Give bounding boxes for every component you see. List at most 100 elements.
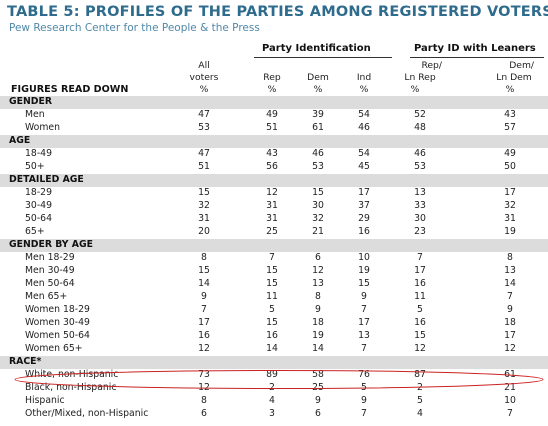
cell-ind: 5 [361, 382, 367, 393]
cell-all-voters: 7 [201, 304, 207, 315]
cell-rep-ln-rep: 5 [417, 304, 423, 315]
cell-rep: 51 [266, 122, 278, 133]
cell-dem: 53 [312, 161, 324, 172]
table-row: Women 18-29 7 5 9 7 5 9 [0, 304, 548, 317]
cell-ind: 15 [358, 278, 370, 289]
cell-rep: 7 [269, 252, 275, 263]
cell-rep: 25 [266, 226, 278, 237]
section-header-row: RACE* [0, 356, 548, 369]
col-dem-pct: % [313, 84, 323, 95]
cell-rep-ln-rep: 4 [417, 408, 423, 419]
cell-all-voters: 12 [198, 343, 210, 354]
col-rep-pct: % [267, 84, 277, 95]
row-label: Men 18-29 [25, 252, 75, 263]
cell-rep-ln-rep: 33 [414, 200, 426, 211]
figures-read-down-note: FIGURES READ DOWN [11, 84, 129, 95]
cell-rep-ln-rep: 5 [417, 395, 423, 406]
cell-ind: 46 [358, 122, 370, 133]
cell-all-voters: 8 [201, 395, 207, 406]
cell-ind: 9 [361, 395, 367, 406]
cell-rep: 15 [266, 317, 278, 328]
cell-ind: 54 [358, 109, 370, 120]
group-underline-party-id-leaners [410, 57, 544, 58]
cell-all-voters: 51 [198, 161, 210, 172]
cell-rep-ln-rep: 17 [414, 265, 426, 276]
cell-dem: 13 [312, 278, 324, 289]
cell-dem: 32 [312, 213, 324, 224]
cell-all-voters: 8 [201, 252, 207, 263]
row-label: Men 30-49 [25, 265, 75, 276]
row-label: Other/Mixed, non-Hispanic [25, 408, 149, 419]
table-row: Men 65+ 9 11 8 9 11 7 [0, 291, 548, 304]
cell-rep-ln-rep: 48 [414, 122, 426, 133]
section-label: GENDER BY AGE [9, 239, 93, 250]
col-all-pct: % [199, 84, 209, 95]
cell-dem-ln-dem: 9 [507, 304, 513, 315]
cell-ind: 19 [358, 265, 370, 276]
row-label: Men [25, 109, 45, 120]
cell-ind: 10 [358, 252, 370, 263]
cell-dem-ln-dem: 7 [507, 291, 513, 302]
group-header-party-id: Party Identification [262, 43, 371, 54]
col-ind: Ind [356, 72, 372, 83]
cell-all-voters: 9 [201, 291, 207, 302]
section-label: AGE [9, 135, 31, 146]
col-all-line2: voters [189, 72, 219, 83]
cell-rep: 31 [266, 213, 278, 224]
col-rep-ln-line2: Ln Rep [404, 72, 436, 83]
section-header-row: GENDER [0, 96, 548, 109]
table-row: Hispanic 8 4 9 9 5 10 [0, 395, 548, 408]
cell-all-voters: 15 [198, 187, 210, 198]
cell-rep: 3 [269, 408, 275, 419]
cell-ind: 13 [358, 330, 370, 341]
cell-rep-ln-rep: 15 [414, 330, 426, 341]
row-label: 50+ [25, 161, 45, 172]
section-label: DETAILED AGE [9, 174, 84, 185]
cell-dem-ln-dem: 43 [504, 109, 516, 120]
cell-rep: 15 [266, 278, 278, 289]
cell-rep-ln-rep: 16 [414, 278, 426, 289]
cell-dem: 6 [315, 252, 321, 263]
table-row: Other/Mixed, non-Hispanic 6 3 6 7 4 7 [0, 408, 548, 421]
cell-dem-ln-dem: 10 [504, 395, 516, 406]
table-row: 50+ 51 56 53 45 53 50 [0, 161, 548, 174]
row-label: Women 65+ [25, 343, 83, 354]
cell-dem: 58 [312, 369, 324, 380]
cell-rep: 14 [266, 343, 278, 354]
cell-all-voters: 32 [198, 200, 210, 211]
cell-dem: 12 [312, 265, 324, 276]
cell-dem-ln-dem: 14 [504, 278, 516, 289]
cell-dem-ln-dem: 50 [504, 161, 516, 172]
cell-dem-ln-dem: 17 [504, 330, 516, 341]
cell-rep: 4 [269, 395, 275, 406]
section-label: GENDER [9, 96, 52, 107]
col-rep-ln-line1: Rep/ [421, 60, 442, 71]
cell-dem-ln-dem: 32 [504, 200, 516, 211]
table-row: White, non-Hispanic 73 89 58 76 87 61 [0, 369, 548, 382]
table-row: 18-29 15 12 15 17 13 17 [0, 187, 548, 200]
table-row: 18-49 47 43 46 54 46 49 [0, 148, 548, 161]
cell-dem-ln-dem: 17 [504, 187, 516, 198]
table-row: Men 30-49 15 15 12 19 17 13 [0, 265, 548, 278]
table-row: 65+ 20 25 21 16 23 19 [0, 226, 548, 239]
col-dem: Dem [307, 72, 329, 83]
cell-dem-ln-dem: 8 [507, 252, 513, 263]
section-header-row: DETAILED AGE [0, 174, 548, 187]
cell-rep: 31 [266, 200, 278, 211]
cell-dem: 61 [312, 122, 324, 133]
table-row: Women 50-64 16 16 19 13 15 17 [0, 330, 548, 343]
section-header-row: GENDER BY AGE [0, 239, 548, 252]
cell-rep-ln-rep: 46 [414, 148, 426, 159]
cell-all-voters: 12 [198, 382, 210, 393]
hand-drawn-ellipse-annotation [14, 370, 544, 389]
cell-rep: 2 [269, 382, 275, 393]
cell-all-voters: 47 [198, 148, 210, 159]
cell-ind: 7 [361, 343, 367, 354]
cell-dem-ln-dem: 19 [504, 226, 516, 237]
table-title: TABLE 5: PROFILES OF THE PARTIES AMONG R… [7, 4, 548, 20]
row-label: White, non-Hispanic [25, 369, 119, 380]
cell-dem: 9 [315, 395, 321, 406]
cell-dem-ln-dem: 31 [504, 213, 516, 224]
cell-rep: 56 [266, 161, 278, 172]
col-dem-ln-line2: Ln Dem [496, 72, 532, 83]
